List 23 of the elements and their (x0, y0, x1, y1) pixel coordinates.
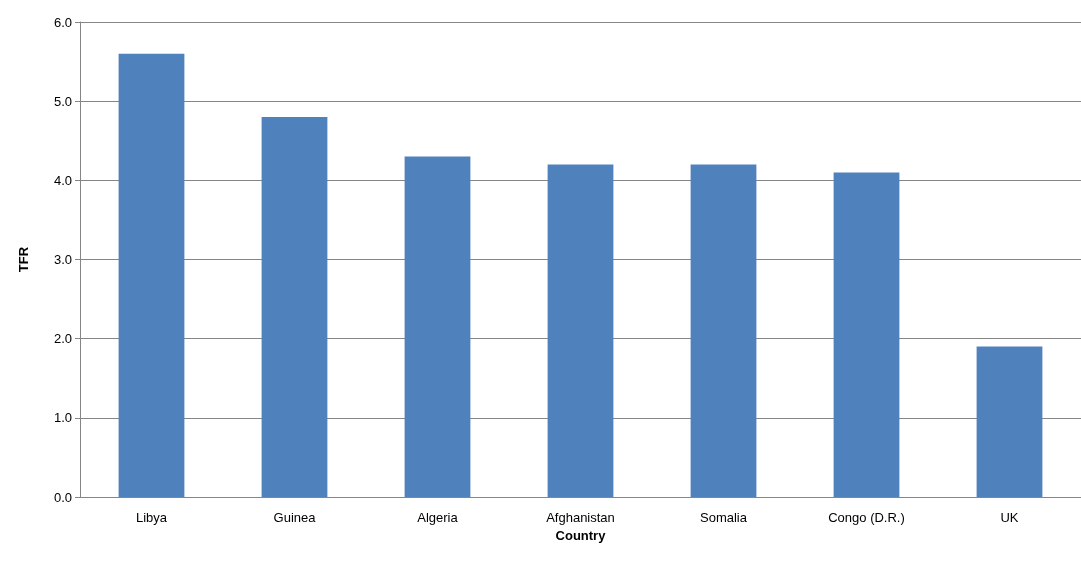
bar (404, 156, 471, 497)
bar (690, 164, 757, 497)
y-tick-label: 0.0 (53, 489, 72, 505)
y-axis-title: TFR (16, 246, 31, 273)
bar (833, 172, 900, 497)
x-axis-title: Country (555, 527, 607, 543)
x-tick-label: Algeria (417, 510, 459, 525)
y-tick-label: 2.0 (53, 331, 72, 347)
bar (547, 164, 614, 497)
y-tick-label: 6.0 (53, 14, 72, 30)
x-tick-label: Congo (D.R.) (828, 510, 905, 525)
y-tick-label: 4.0 (53, 172, 72, 188)
x-tick-label: Afghanistan (546, 510, 615, 525)
x-tick-label: Guinea (273, 510, 317, 525)
bar (976, 346, 1043, 497)
bar (261, 117, 328, 497)
x-tick-label: Libya (135, 510, 168, 525)
x-tick-label: UK (1000, 510, 1019, 525)
x-tick-label: Somalia (700, 510, 748, 525)
y-tick-label: 1.0 (53, 410, 72, 426)
y-tick-label: 5.0 (53, 93, 72, 109)
y-tick-label: 3.0 (53, 252, 72, 267)
bar (118, 53, 185, 497)
